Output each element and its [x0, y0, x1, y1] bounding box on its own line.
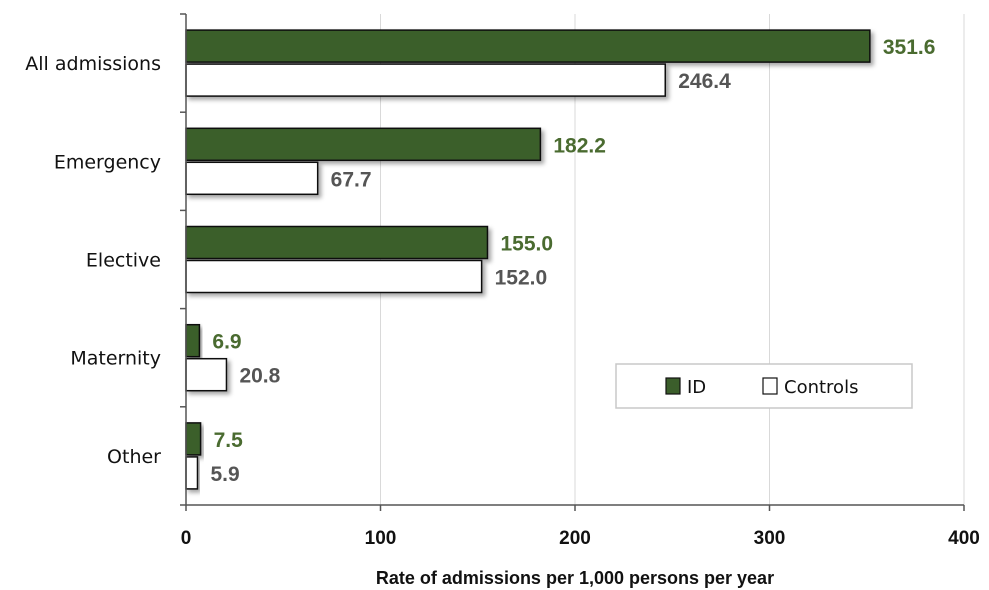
value-label: 152.0: [495, 267, 548, 290]
bar-id: [185, 422, 202, 456]
value-label: 155.0: [500, 233, 553, 256]
bar-controls: [185, 63, 666, 97]
legend-swatch-id: [665, 377, 681, 395]
bar-controls: [185, 161, 319, 196]
legend-swatch-controls: [762, 377, 778, 395]
value-label: 67.7: [331, 168, 372, 191]
bar-controls: [185, 456, 199, 490]
bars: [185, 29, 871, 490]
category-label: Other: [107, 446, 161, 468]
category-labels: All admissions Emergency Elective Maternity…: [25, 53, 161, 468]
bar-controls: [185, 259, 483, 294]
bar-id: [185, 225, 489, 260]
bar-id: [185, 29, 871, 63]
x-axis-title: Rate of admissions per 1,000 persons per…: [376, 568, 774, 588]
value-label: 6.9: [212, 331, 241, 354]
x-tick-label: 200: [559, 528, 591, 549]
legend: ID Controls: [615, 363, 913, 409]
value-label: 5.9: [210, 463, 239, 486]
value-label: 182.2: [553, 134, 606, 157]
value-label: 246.4: [678, 70, 731, 93]
bar-id: [185, 323, 201, 358]
category-label: All admissions: [25, 53, 161, 75]
value-label: 351.6: [883, 36, 936, 59]
value-labels: 351.6 246.4 182.2 67.7 155.0 152.0 6.9 20.8 7.5 5…: [210, 36, 935, 486]
x-axis-ticks: 0 100 200 300 400: [180, 13, 980, 549]
category-label: Maternity: [70, 348, 161, 370]
bar-id: [185, 127, 542, 162]
value-label: 7.5: [214, 429, 244, 452]
category-label: Emergency: [54, 151, 161, 173]
x-tick-label: 300: [754, 528, 786, 549]
bar-controls: [185, 357, 228, 392]
x-tick-label: 100: [365, 528, 397, 549]
value-label: 20.8: [239, 365, 280, 388]
x-tick-label: 0: [181, 528, 192, 549]
legend-label-controls: Controls: [784, 377, 858, 398]
category-label: Elective: [86, 250, 161, 272]
x-tick-label: 400: [948, 528, 980, 549]
legend-label-id: ID: [687, 377, 706, 398]
